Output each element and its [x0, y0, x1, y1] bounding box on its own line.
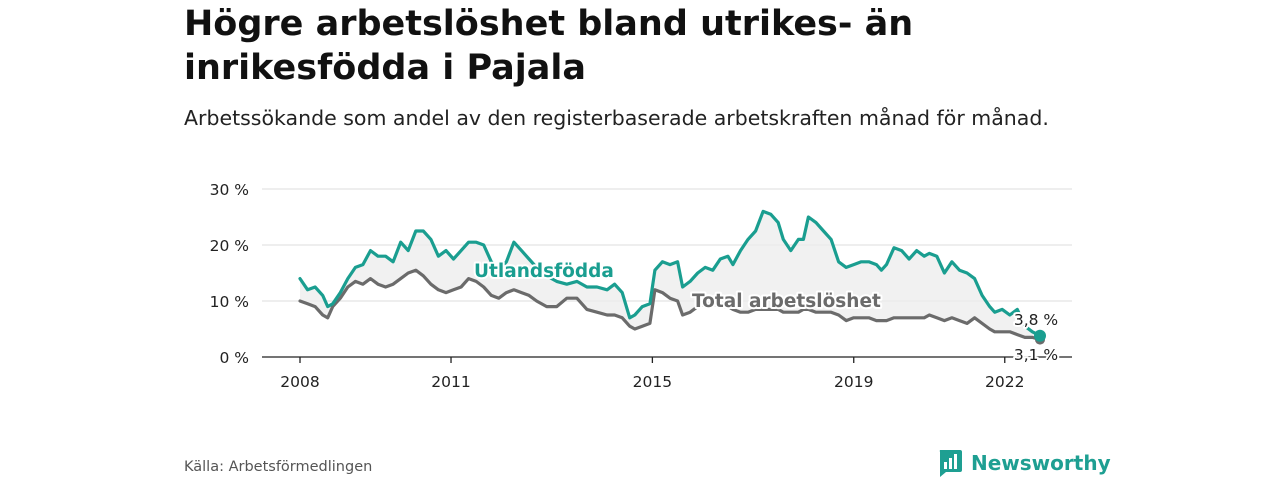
difference-band	[300, 211, 1040, 340]
brand-logo[interactable]: Newsworthy	[937, 449, 1111, 477]
x-tick-label: 2019	[834, 373, 873, 391]
end-point-utlandsfodda	[1034, 329, 1046, 342]
chart-subtitle: Arbetssökande som andel av den registerb…	[184, 106, 1049, 130]
chart-title: Högre arbetslöshet bland utrikes- än inr…	[184, 4, 914, 88]
end-label-total: 3,1 %	[1014, 346, 1058, 364]
x-tick-label: 2011	[431, 373, 470, 391]
x-axis-ticks: 2008 2011 2015 2019 2022	[280, 357, 1024, 391]
y-tick-label: 20 %	[210, 237, 249, 255]
series-labels: Utlandsfödda Total arbetslöshet 3,8 % 3,1 %	[472, 259, 1060, 366]
y-tick-label: 30 %	[210, 181, 249, 199]
end-label-utlandsfodda: 3,8 %	[1014, 311, 1058, 329]
series-lines	[298, 209, 1046, 345]
grid-lines: 0 % 10 % 20 % 30 %	[210, 181, 1072, 367]
y-tick-label: 10 %	[210, 293, 249, 311]
brand-name: Newsworthy	[971, 451, 1111, 475]
series-label-utlandsfodda: Utlandsfödda	[474, 261, 614, 282]
series-line-utlandsfodda	[298, 209, 1042, 338]
source-note: Källa: Arbetsförmedlingen	[184, 459, 373, 475]
x-tick-label: 2008	[280, 373, 319, 391]
y-tick-label: 0 %	[219, 349, 249, 367]
x-tick-label: 2022	[985, 373, 1024, 391]
series-line-total	[298, 268, 1042, 342]
newsworthy-icon	[939, 450, 962, 477]
x-tick-label: 2015	[633, 373, 672, 391]
series-label-total: Total arbetslöshet	[692, 291, 881, 312]
